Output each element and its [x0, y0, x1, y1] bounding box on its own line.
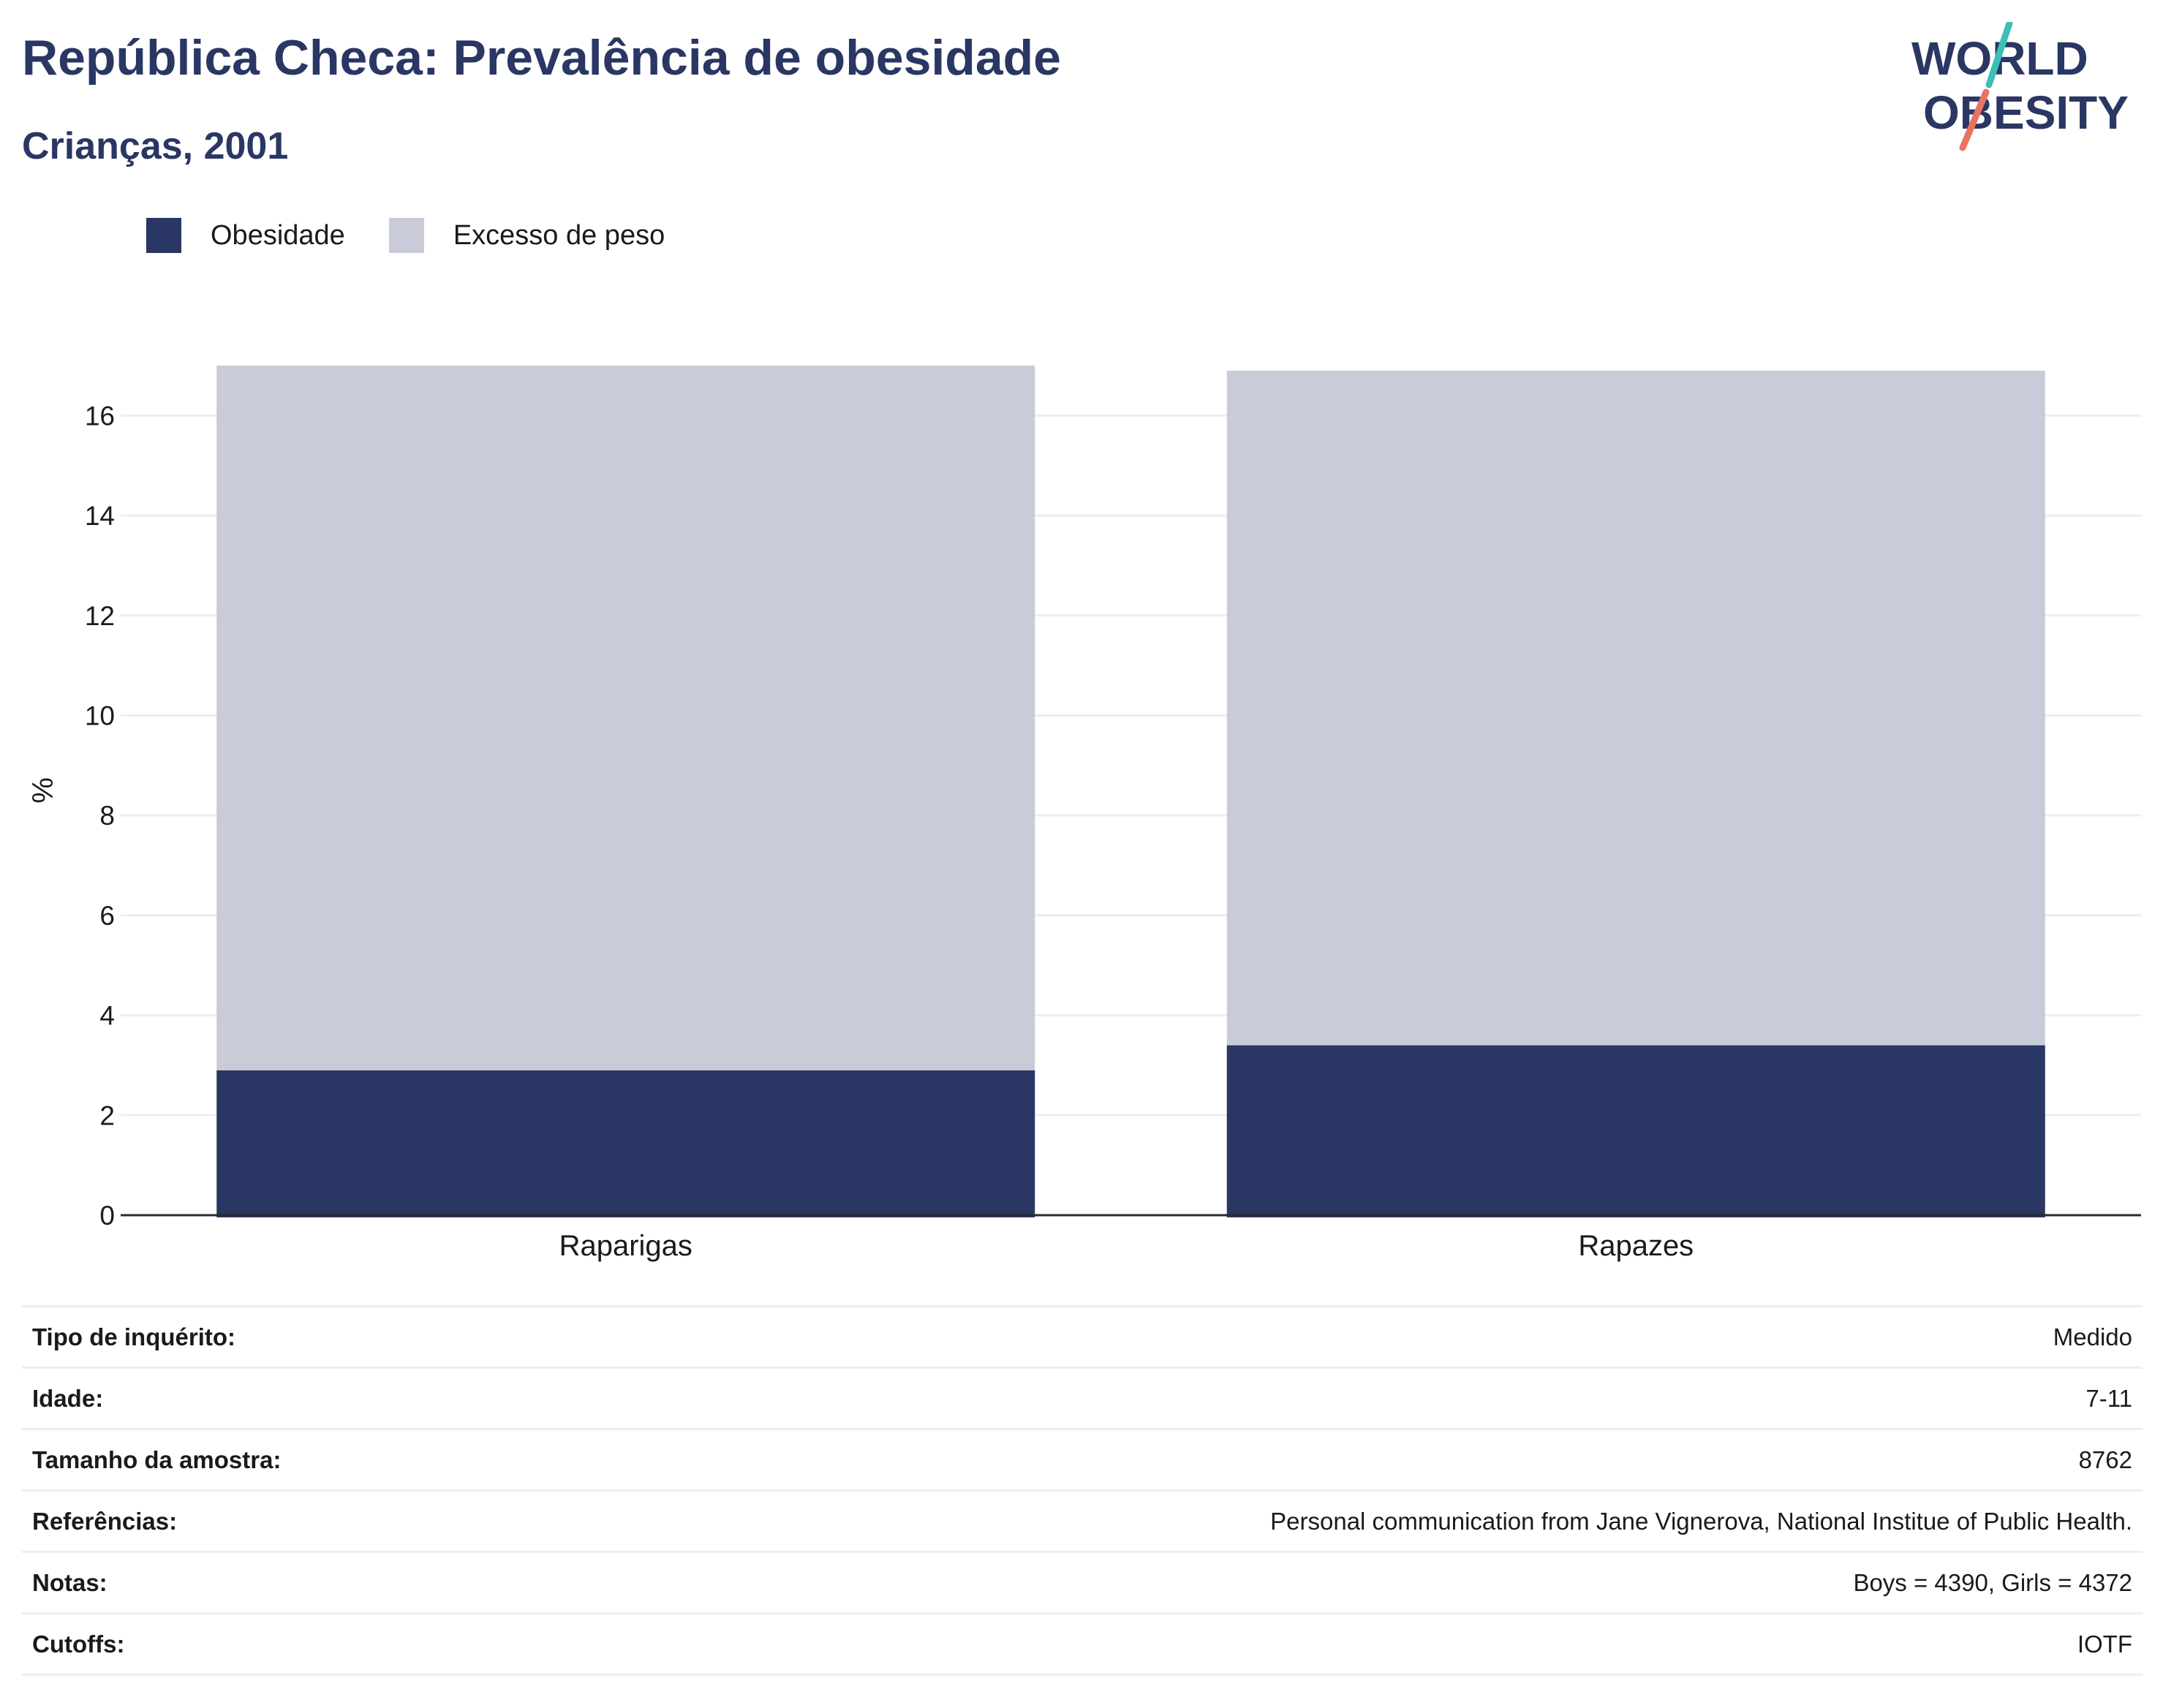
world-obesity-logo: WORLD OBESITY [1911, 22, 2129, 151]
info-value: IOTF [518, 1612, 2143, 1676]
page-title: República Checa: Prevalência de obesidad… [22, 30, 1061, 86]
info-label: Idade: [22, 1367, 518, 1429]
bar-overweight-1 [1226, 370, 2045, 1046]
info-row-sample-size: Tamanho da amostra: 8762 [22, 1428, 2143, 1491]
logo-slash-coral [1959, 88, 1990, 151]
info-value: Medido [518, 1305, 2143, 1368]
info-row-survey-type: Tipo de inquérito: Medido [22, 1305, 2143, 1368]
info-value: 7-11 [518, 1367, 2143, 1429]
x-tick-label: Rapazes [1578, 1230, 1694, 1262]
legend-item-overweight[interactable]: Excesso de peso [388, 218, 665, 253]
info-label: Tamanho da amostra: [22, 1428, 518, 1491]
info-value: Boys = 4390, Girls = 4372 [518, 1551, 2143, 1614]
page-subtitle: Crianças, 2001 [22, 125, 289, 167]
bar-obesity-1 [1226, 1045, 2045, 1217]
legend-swatch-obesity [146, 218, 181, 253]
y-tick-label: 10 [85, 700, 115, 730]
info-label: Notas: [22, 1551, 518, 1614]
legend-label-obesity: Obesidade [211, 219, 345, 251]
bar-chart: 0 2 4 6 8 10 12 14 16% Raparigas Rapazes [27, 366, 2141, 1262]
info-label: Cutoffs: [22, 1612, 518, 1676]
y-tick-label: 8 [99, 801, 115, 831]
survey-info-table: Tipo de inquérito: Medido Idade: 7-11 Ta… [22, 1305, 2143, 1676]
y-tick-label: 14 [85, 501, 115, 531]
info-row-age: Idade: 7-11 [22, 1367, 2143, 1429]
info-value: 8762 [518, 1428, 2143, 1491]
info-value: Personal communication from Jane Vignero… [518, 1489, 2143, 1552]
info-row-references: Referências: Personal communication from… [22, 1489, 2143, 1552]
y-tick-label: 12 [85, 601, 115, 631]
info-row-cutoffs: Cutoffs: IOTF [22, 1612, 2143, 1676]
info-row-notes: Notas: Boys = 4390, Girls = 4372 [22, 1551, 2143, 1614]
y-tick-label: 4 [99, 1001, 115, 1031]
y-tick-label: 16 [85, 401, 115, 431]
legend-label-overweight: Excesso de peso [453, 219, 665, 251]
legend-swatch-overweight [388, 218, 424, 253]
bar-obesity-0 [216, 1070, 1035, 1217]
chart-legend: Obesidade Excesso de peso [146, 215, 709, 256]
legend-item-obesity[interactable]: Obesidade [146, 218, 345, 253]
bar-overweight-0 [216, 366, 1035, 1070]
y-axis-label: % [27, 777, 59, 804]
logo-text-obesity: OBESITY [1923, 86, 2129, 139]
y-tick-label: 6 [99, 901, 115, 931]
y-tick-label: 2 [99, 1100, 115, 1130]
logo-slash-teal [1985, 22, 2013, 88]
y-tick-label: 0 [99, 1201, 115, 1231]
info-label: Tipo de inquérito: [22, 1305, 518, 1368]
info-label: Referências: [22, 1489, 518, 1552]
x-tick-label: Raparigas [559, 1230, 692, 1262]
